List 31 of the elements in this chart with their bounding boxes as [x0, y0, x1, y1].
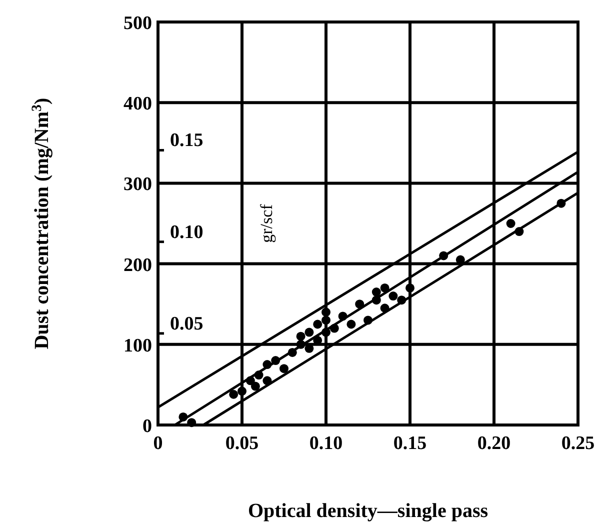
x-tick-label: 0.15 — [393, 433, 427, 454]
point — [280, 364, 288, 374]
x-tick-label: 0.10 — [309, 433, 343, 454]
point — [322, 316, 330, 325]
y-tick-label: 400 — [124, 94, 152, 115]
y2-tick-label: 0.10 — [170, 222, 204, 243]
point — [238, 386, 246, 396]
point — [506, 219, 516, 228]
y2-axis-title: gr/scf — [257, 204, 276, 243]
point — [322, 308, 330, 317]
point — [296, 332, 306, 341]
point — [250, 382, 260, 391]
x-axis-title: Optical density—single pass — [248, 500, 488, 522]
point — [229, 390, 238, 399]
y2-tick-label: 0.05 — [170, 313, 204, 334]
y-tick-label: 300 — [124, 174, 152, 196]
y-tick-label: 100 — [124, 335, 152, 356]
point — [313, 320, 322, 329]
x-tick-label: 0.25 — [561, 433, 595, 454]
point — [372, 288, 381, 297]
point — [304, 328, 314, 337]
y-tick-label: 200 — [124, 254, 152, 276]
point — [388, 292, 398, 301]
y-tick-label: 500 — [124, 13, 152, 34]
x-tick-label: 0.05 — [225, 433, 259, 454]
x-tick-label: 0.20 — [477, 433, 511, 454]
point — [406, 283, 414, 292]
point — [346, 320, 356, 329]
y-tick-label: 0 — [142, 416, 152, 437]
y2-tick-label: 0.15 — [170, 130, 204, 152]
point — [187, 418, 196, 428]
